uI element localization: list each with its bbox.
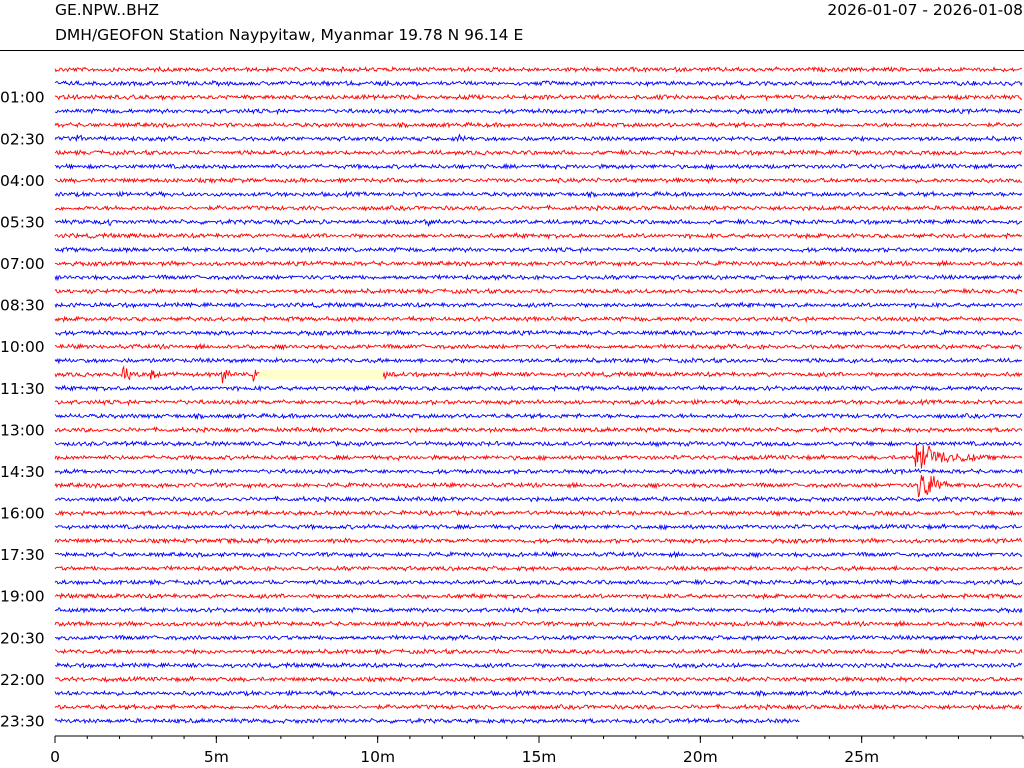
trace-line-8: [54, 176, 1023, 185]
y-tick-label-2330: 23:30: [0, 712, 45, 730]
trace-line-43: [54, 661, 1023, 669]
trace-line-0: [54, 65, 1022, 74]
trace-line-16: [54, 287, 1023, 296]
trace-line-29: [54, 467, 1023, 476]
y-axis-time-labels: 01:00 02:30 04:00 05:30 07:00 08:30 10:00 11:30…: [0, 89, 45, 731]
trace-line-9: [54, 190, 1023, 199]
y-tick-label-1130: 11:30: [0, 380, 45, 398]
trace-line-3: [54, 107, 1023, 116]
trace-line-17: [54, 301, 1023, 310]
trace-line-38: [54, 592, 1023, 601]
y-tick-label-0100: 01:00: [0, 89, 45, 107]
trace-line-12: [54, 231, 1023, 240]
trace-line-31: [54, 495, 1023, 503]
trace-line-35: [54, 550, 1023, 559]
trace-line-47: [54, 717, 800, 725]
trace-line-6: [54, 148, 1023, 157]
trace-line-28: [54, 444, 1023, 469]
y-tick-label-1900: 19:00: [0, 588, 45, 606]
trace-line-7: [54, 162, 1023, 171]
station-code: GE.NPW..BHZ: [55, 1, 159, 19]
trace-line-41: [54, 633, 1023, 642]
trace-line-21: [54, 356, 1023, 365]
trace-line-20: [54, 342, 1023, 351]
trace-line-34: [54, 536, 1023, 545]
header-separator: [0, 50, 1024, 51]
x-tick-label-20: 20m: [683, 748, 718, 766]
trace-line-25: [54, 412, 1023, 421]
y-tick-label-1300: 13:00: [0, 421, 45, 439]
trace-line-33: [54, 523, 1023, 531]
gap-0: [258, 369, 385, 380]
trace-line-27: [54, 439, 1023, 448]
trace-line-39: [54, 606, 1023, 615]
trace-line-32: [54, 509, 1023, 517]
y-tick-label-1000: 10:00: [0, 338, 45, 356]
x-tick-label-5: 5m: [204, 748, 229, 766]
y-tick-label-1600: 16:00: [0, 505, 45, 523]
trace-line-44: [55, 675, 1023, 684]
x-tick-label-0: 0: [50, 748, 60, 766]
trace-line-4: [54, 121, 1023, 129]
trace-line-22: [54, 365, 1023, 384]
y-tick-label-0230: 02:30: [0, 130, 45, 148]
trace-line-15: [54, 273, 1023, 282]
trace-line-2: [54, 93, 1023, 102]
data-gaps: [258, 369, 385, 380]
trace-line-40: [54, 619, 1023, 628]
trace-line-11: [54, 218, 1023, 227]
x-tick-label-15: 15m: [522, 748, 557, 766]
trace-line-18: [54, 315, 1023, 324]
trace-line-23: [54, 384, 1023, 393]
date-range: 2026-01-07 - 2026-01-08: [827, 1, 1023, 19]
trace-line-5: [54, 133, 1023, 143]
trace-line-30: [54, 475, 1023, 498]
y-tick-label-0830: 08:30: [0, 297, 45, 315]
trace-line-42: [54, 647, 1023, 656]
trace-line-24: [54, 398, 1023, 407]
trace-line-1: [54, 79, 1023, 88]
trace-line-26: [54, 425, 1023, 434]
x-axis: 0 5m 10m 15m 20m 25m: [50, 735, 1024, 766]
y-tick-label-1730: 17:30: [0, 546, 45, 564]
y-tick-label-0700: 07:00: [0, 255, 45, 273]
y-tick-label-0400: 04:00: [0, 172, 45, 190]
trace-line-45: [54, 689, 1023, 698]
trace-line-19: [54, 328, 1023, 337]
x-tick-label-25: 25m: [844, 748, 879, 766]
x-tick-label-10: 10m: [360, 748, 395, 766]
trace-line-13: [54, 245, 1023, 254]
y-tick-label-2200: 22:00: [0, 671, 45, 689]
trace-line-36: [54, 564, 1023, 573]
trace-line-14: [54, 259, 1023, 268]
y-tick-label-1430: 14:30: [0, 463, 45, 481]
seismogram-traces: [54, 65, 1023, 725]
trace-line-10: [54, 203, 1023, 212]
station-description: DMH/GEOFON Station Naypyitaw, Myanmar 19…: [55, 26, 524, 44]
y-tick-label-0530: 05:30: [0, 213, 45, 231]
trace-line-37: [54, 578, 1023, 587]
trace-line-46: [54, 702, 1023, 711]
y-tick-label-2030: 20:30: [0, 629, 45, 647]
